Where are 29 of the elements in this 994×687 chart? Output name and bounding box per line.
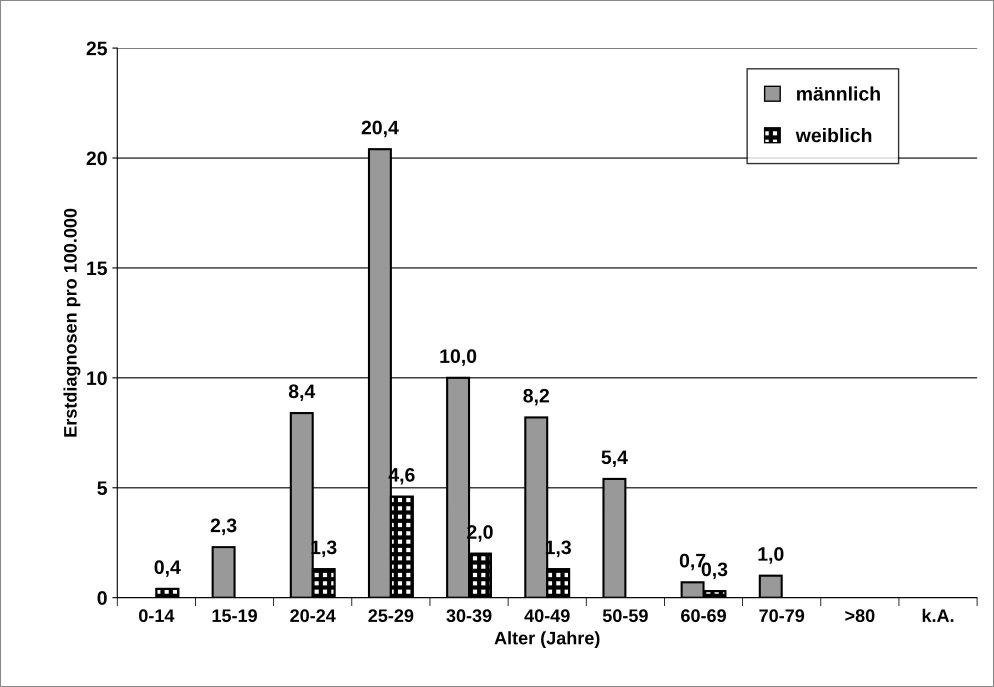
x-tick-label: 70-79 xyxy=(759,609,804,622)
y-tick-label: 25 xyxy=(86,42,108,56)
y-tick-label: 20 xyxy=(86,151,107,166)
data-label: 0,4 xyxy=(154,560,181,577)
x-tick-label: k.A. xyxy=(922,608,954,622)
x-axis-title: Alter (Jahre) xyxy=(494,631,600,648)
data-label: 8,4 xyxy=(288,384,316,402)
x-tick-label: 0-14 xyxy=(139,609,174,622)
data-label: 2,3 xyxy=(210,518,236,536)
x-tick-label: 50-59 xyxy=(602,609,648,622)
x-tick-label: >80 xyxy=(845,609,874,622)
x-tick-label: 40-49 xyxy=(524,609,570,622)
data-label: 10,0 xyxy=(440,349,476,366)
y-tick-label: 0 xyxy=(98,591,107,605)
x-tick-label: 20-24 xyxy=(290,609,336,622)
data-label: 8,2 xyxy=(523,388,549,406)
y-tick-label: 10 xyxy=(87,371,107,386)
y-tick-label: 5 xyxy=(97,481,108,496)
data-label: 20,4 xyxy=(362,120,399,138)
y-tick-label: 15 xyxy=(87,262,108,276)
legend-label: weiblich xyxy=(796,128,872,142)
legend-label: männlich xyxy=(797,86,880,101)
data-label: 5,4 xyxy=(602,450,628,467)
y-axis-title: Erstdiagnosen pro 100.000 xyxy=(63,208,80,437)
x-tick-label: 30-39 xyxy=(446,609,492,622)
x-tick-label: 60-69 xyxy=(681,609,726,622)
x-tick-label: 15-19 xyxy=(212,609,257,622)
data-label: 1,0 xyxy=(758,547,784,564)
x-tick-label: 25-29 xyxy=(368,609,414,622)
